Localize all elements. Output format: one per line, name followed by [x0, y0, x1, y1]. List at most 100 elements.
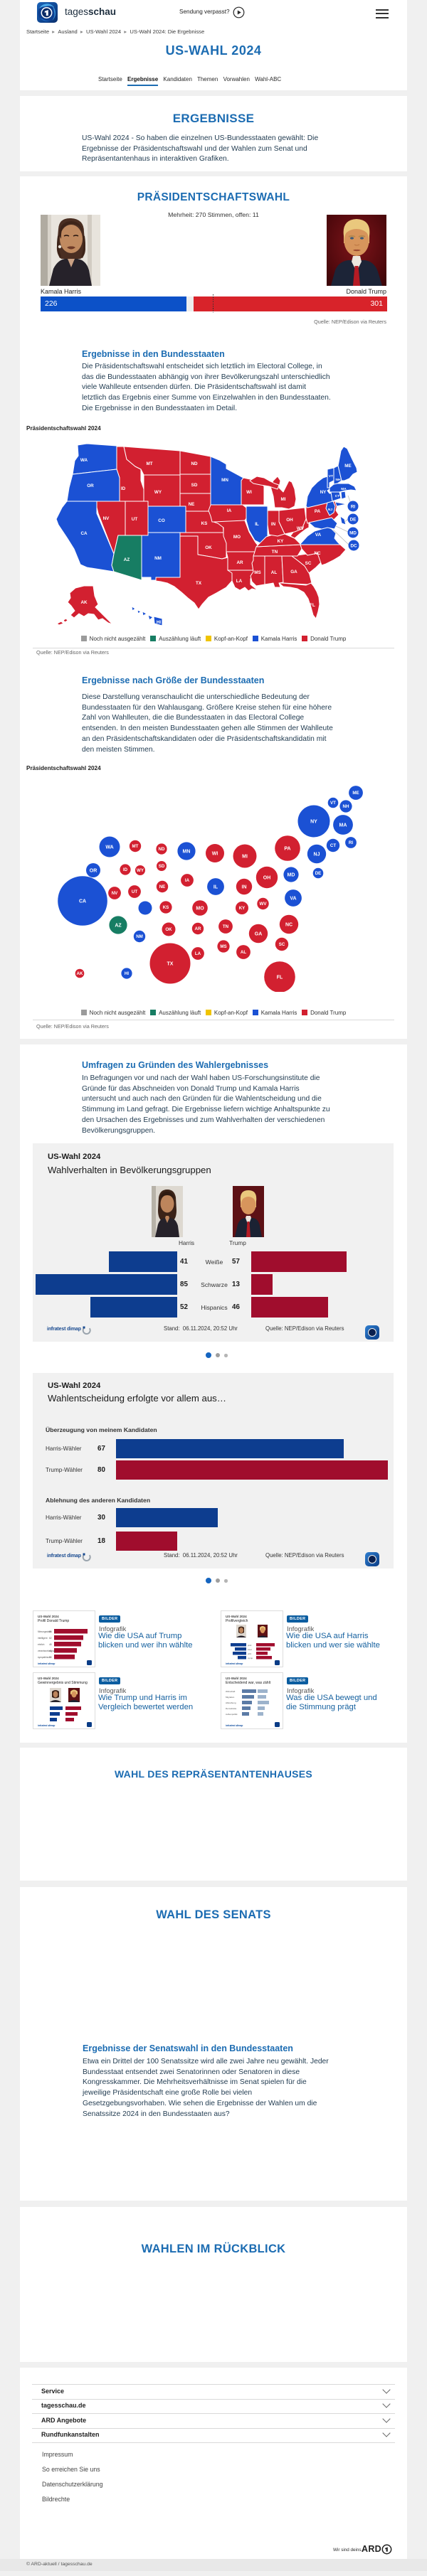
svg-text:NE: NE	[159, 885, 166, 889]
svg-text:ME: ME	[344, 464, 351, 469]
svg-text:MT: MT	[132, 844, 139, 849]
svg-text:infratest dimap: infratest dimap	[38, 1662, 55, 1665]
svg-text:KS: KS	[163, 905, 169, 910]
svg-text:KY: KY	[239, 906, 246, 911]
svg-text:KS: KS	[201, 521, 208, 526]
svg-text:LA: LA	[236, 579, 243, 584]
svg-text:NC: NC	[314, 551, 321, 556]
svg-text:ehrlich: ehrlich	[38, 1643, 45, 1646]
svg-text:IN: IN	[242, 885, 247, 890]
svg-text:US-Wahl 2024: US-Wahl 2024	[226, 1677, 247, 1680]
svg-text:UT: UT	[132, 517, 138, 522]
svg-text:NC: NC	[285, 923, 292, 928]
svg-text:38: 38	[49, 1656, 52, 1659]
svg-text:NJ: NJ	[328, 508, 332, 512]
svg-text:84: 84	[49, 1630, 52, 1633]
svg-text:OH: OH	[286, 518, 293, 523]
svg-text:NV: NV	[103, 516, 110, 521]
svg-text:symp.: symp.	[248, 1657, 253, 1660]
svg-text:ID: ID	[121, 486, 126, 491]
svg-text:MS: MS	[220, 944, 226, 949]
svg-text:Entscheidend war, was zählt: Entscheidend war, was zählt	[226, 1681, 271, 1685]
svg-text:NM: NM	[136, 934, 143, 939]
svg-text:Profilvergleich: Profilvergleich	[226, 1619, 248, 1623]
svg-text:Abtreibung: Abtreibung	[226, 1701, 236, 1704]
svg-text:IL: IL	[255, 522, 259, 527]
svg-text:PA: PA	[284, 847, 290, 852]
svg-text:infratest dimap: infratest dimap	[226, 1724, 243, 1727]
svg-text:NM: NM	[154, 556, 162, 561]
svg-text:NJ: NJ	[314, 853, 320, 857]
svg-text:NY: NY	[320, 490, 327, 495]
svg-text:AK: AK	[80, 600, 88, 605]
svg-text:Wirtschaft: Wirtschaft	[226, 1690, 236, 1693]
svg-text:MN: MN	[221, 478, 228, 483]
svg-text:HI: HI	[125, 971, 129, 976]
svg-text:sympathisch: sympathisch	[38, 1656, 51, 1659]
svg-text:ND: ND	[191, 461, 198, 466]
svg-text:NH: NH	[336, 478, 341, 482]
svg-text:MA: MA	[339, 823, 347, 828]
svg-text:AR: AR	[195, 926, 201, 931]
svg-text:OR: OR	[87, 483, 94, 488]
svg-text:WA: WA	[105, 845, 113, 850]
svg-text:MD: MD	[288, 873, 295, 878]
svg-text:Gewinnergebnis und Stimmung: Gewinnergebnis und Stimmung	[38, 1681, 88, 1685]
svg-text:WY: WY	[154, 490, 162, 495]
svg-text:UT: UT	[132, 889, 137, 894]
svg-text:Demokratie: Demokratie	[226, 1707, 237, 1710]
svg-text:führungsstark: führungsstark	[38, 1630, 52, 1633]
svg-text:VT: VT	[330, 801, 336, 806]
svg-text:KY: KY	[278, 539, 285, 544]
svg-text:MT: MT	[146, 461, 152, 466]
svg-text:IL: IL	[214, 885, 218, 890]
svg-text:WV: WV	[297, 526, 305, 531]
svg-text:DE: DE	[315, 871, 322, 876]
svg-text:infratest dimap: infratest dimap	[38, 1724, 55, 1727]
svg-text:VT: VT	[329, 474, 333, 479]
svg-text:TX: TX	[196, 581, 202, 586]
svg-text:ME: ME	[352, 791, 359, 796]
svg-text:OK: OK	[165, 927, 172, 932]
svg-text:ND: ND	[159, 847, 165, 852]
svg-text:WI: WI	[246, 490, 252, 495]
svg-text:MD: MD	[349, 531, 357, 536]
svg-text:CT: CT	[330, 843, 336, 848]
svg-text:NE: NE	[189, 502, 195, 507]
svg-text:AL: AL	[241, 950, 246, 955]
svg-text:US-Wahl 2024: US-Wahl 2024	[38, 1677, 59, 1680]
svg-text:FL: FL	[277, 976, 283, 980]
svg-text:Außenpolitik: Außenpolitik	[226, 1713, 238, 1716]
svg-text:WA: WA	[80, 458, 88, 463]
svg-text:OK: OK	[205, 545, 212, 550]
svg-text:SD: SD	[191, 483, 198, 488]
svg-text:US-Wahl 2024: US-Wahl 2024	[38, 1615, 59, 1618]
svg-text:RI: RI	[349, 840, 353, 845]
svg-text:MS: MS	[254, 570, 260, 575]
svg-text:OH: OH	[263, 876, 271, 881]
svg-text:ID: ID	[123, 867, 128, 872]
svg-text:prof.: prof.	[248, 1644, 252, 1647]
svg-text:MI: MI	[242, 855, 248, 860]
svg-text:MI: MI	[281, 497, 286, 502]
svg-text:NH: NH	[343, 804, 349, 809]
svg-text:CO: CO	[158, 518, 165, 523]
svg-text:GA: GA	[290, 570, 297, 574]
svg-text:SC: SC	[279, 942, 285, 947]
svg-text:AL: AL	[271, 570, 278, 575]
svg-text:intel.: intel.	[248, 1648, 253, 1651]
svg-text:MN: MN	[183, 850, 191, 855]
svg-text:LA: LA	[195, 951, 201, 956]
svg-text:AK: AK	[77, 971, 83, 976]
svg-text:MA: MA	[341, 487, 347, 491]
svg-text:DE: DE	[350, 518, 357, 523]
svg-text:WI: WI	[212, 852, 218, 857]
svg-text:48: 48	[49, 1643, 52, 1646]
svg-text:DC: DC	[350, 544, 357, 549]
svg-text:MO: MO	[196, 907, 204, 912]
svg-text:VA: VA	[290, 897, 296, 902]
svg-text:AZ: AZ	[124, 557, 130, 562]
svg-text:WY: WY	[137, 868, 144, 873]
svg-text:TN: TN	[223, 924, 229, 929]
svg-text:WV: WV	[260, 902, 268, 907]
